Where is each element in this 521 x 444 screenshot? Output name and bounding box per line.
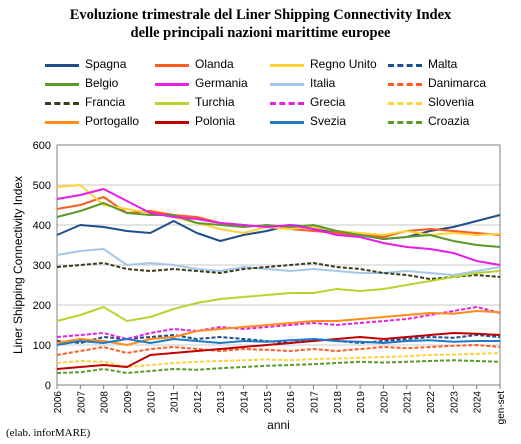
legend-swatch <box>45 83 79 86</box>
x-tick-label: 2008 <box>100 391 111 414</box>
x-tick-label: 2024 <box>473 391 484 414</box>
x-tick-label: 2020 <box>379 391 390 414</box>
legend-swatch <box>270 83 304 86</box>
legend-label: Slovenia <box>428 95 475 109</box>
x-tick-label: 2023 <box>449 391 460 414</box>
chart-title-line-1: Evoluzione trimestrale del Liner Shippin… <box>69 7 452 23</box>
credit-note: (elab. inforMARE) <box>6 427 91 439</box>
x-tick-label: 2013 <box>216 391 227 414</box>
x-tick-label: 2011 <box>170 391 181 413</box>
legend-label: Grecia <box>310 95 346 109</box>
legend-swatch <box>45 121 79 124</box>
series-line-italia <box>56 248 501 276</box>
x-tick-label: 2014 <box>240 391 251 414</box>
legend-label: Olanda <box>195 57 234 71</box>
legend-label: Italia <box>310 76 336 90</box>
legend-label: Danimarca <box>428 76 487 90</box>
x-tick-label: 2022 <box>426 391 437 414</box>
legend-swatch <box>270 64 304 67</box>
legend-label: Germania <box>195 76 248 90</box>
x-tick-label: 2016 <box>286 391 297 414</box>
x-tick-label: 2012 <box>193 391 204 414</box>
y-tick-label: 0 <box>45 380 51 392</box>
x-tick-label: 2006 <box>53 391 64 414</box>
legend-label: Polonia <box>195 114 236 128</box>
x-tick-label: 2017 <box>309 391 320 414</box>
legend-label: Francia <box>85 95 126 109</box>
x-axis-label: anni <box>267 418 290 432</box>
y-axis-label: Liner Shipping Connectivity Index <box>11 176 25 354</box>
legend-swatch <box>388 64 422 67</box>
y-tick-label: 600 <box>33 140 51 152</box>
series-line-turchia <box>56 270 501 322</box>
legend-label: Regno Unito <box>310 57 377 71</box>
x-tick-label: 2009 <box>123 391 134 414</box>
chart-title-line-2: delle principali nazioni marittime europ… <box>130 25 391 41</box>
legend-label: Portogallo <box>85 114 140 128</box>
series-line-slovenia <box>56 352 501 368</box>
x-tick-label: 2021 <box>403 391 414 414</box>
legend-swatch <box>155 64 189 67</box>
legend-swatch <box>45 64 79 67</box>
legend-swatch <box>270 102 304 105</box>
x-tick-label: 2019 <box>356 391 367 414</box>
y-tick-label: 500 <box>33 180 51 192</box>
legend-label: Turchia <box>195 95 235 109</box>
x-tick-label: 2010 <box>146 391 157 414</box>
x-tick-label: 2007 <box>76 391 87 414</box>
series-line-grecia <box>56 306 501 340</box>
y-tick-label: 300 <box>33 260 51 272</box>
y-tick-label: 400 <box>33 220 51 232</box>
legend-label: Malta <box>428 57 458 71</box>
legend-label: Croazia <box>428 114 470 128</box>
series-line-germania <box>56 188 501 266</box>
legend-swatch <box>155 83 189 86</box>
legend-swatch <box>270 121 304 124</box>
x-tick-label: gen-set <box>496 391 507 425</box>
legend-swatch <box>155 121 189 124</box>
series-line-danimarca <box>56 344 501 356</box>
y-tick-label: 200 <box>33 300 51 312</box>
series-line-svezia <box>56 338 500 346</box>
legend-swatch <box>155 102 189 105</box>
series-line-francia <box>56 262 501 280</box>
series-line-portogallo <box>56 310 501 346</box>
y-tick-label: 100 <box>33 340 51 352</box>
x-tick-label: 2015 <box>263 391 274 414</box>
series-line-croazia <box>56 359 501 374</box>
x-tick-label: 2018 <box>333 391 344 414</box>
legend-swatch <box>45 102 79 105</box>
series-line-polonia <box>56 332 501 370</box>
legend-swatch <box>388 102 422 105</box>
legend-label: Belgio <box>85 76 119 90</box>
legend-swatch <box>388 121 422 124</box>
legend-swatch <box>388 83 422 86</box>
legend-label: Spagna <box>85 57 127 71</box>
legend-label: Svezia <box>310 114 347 128</box>
